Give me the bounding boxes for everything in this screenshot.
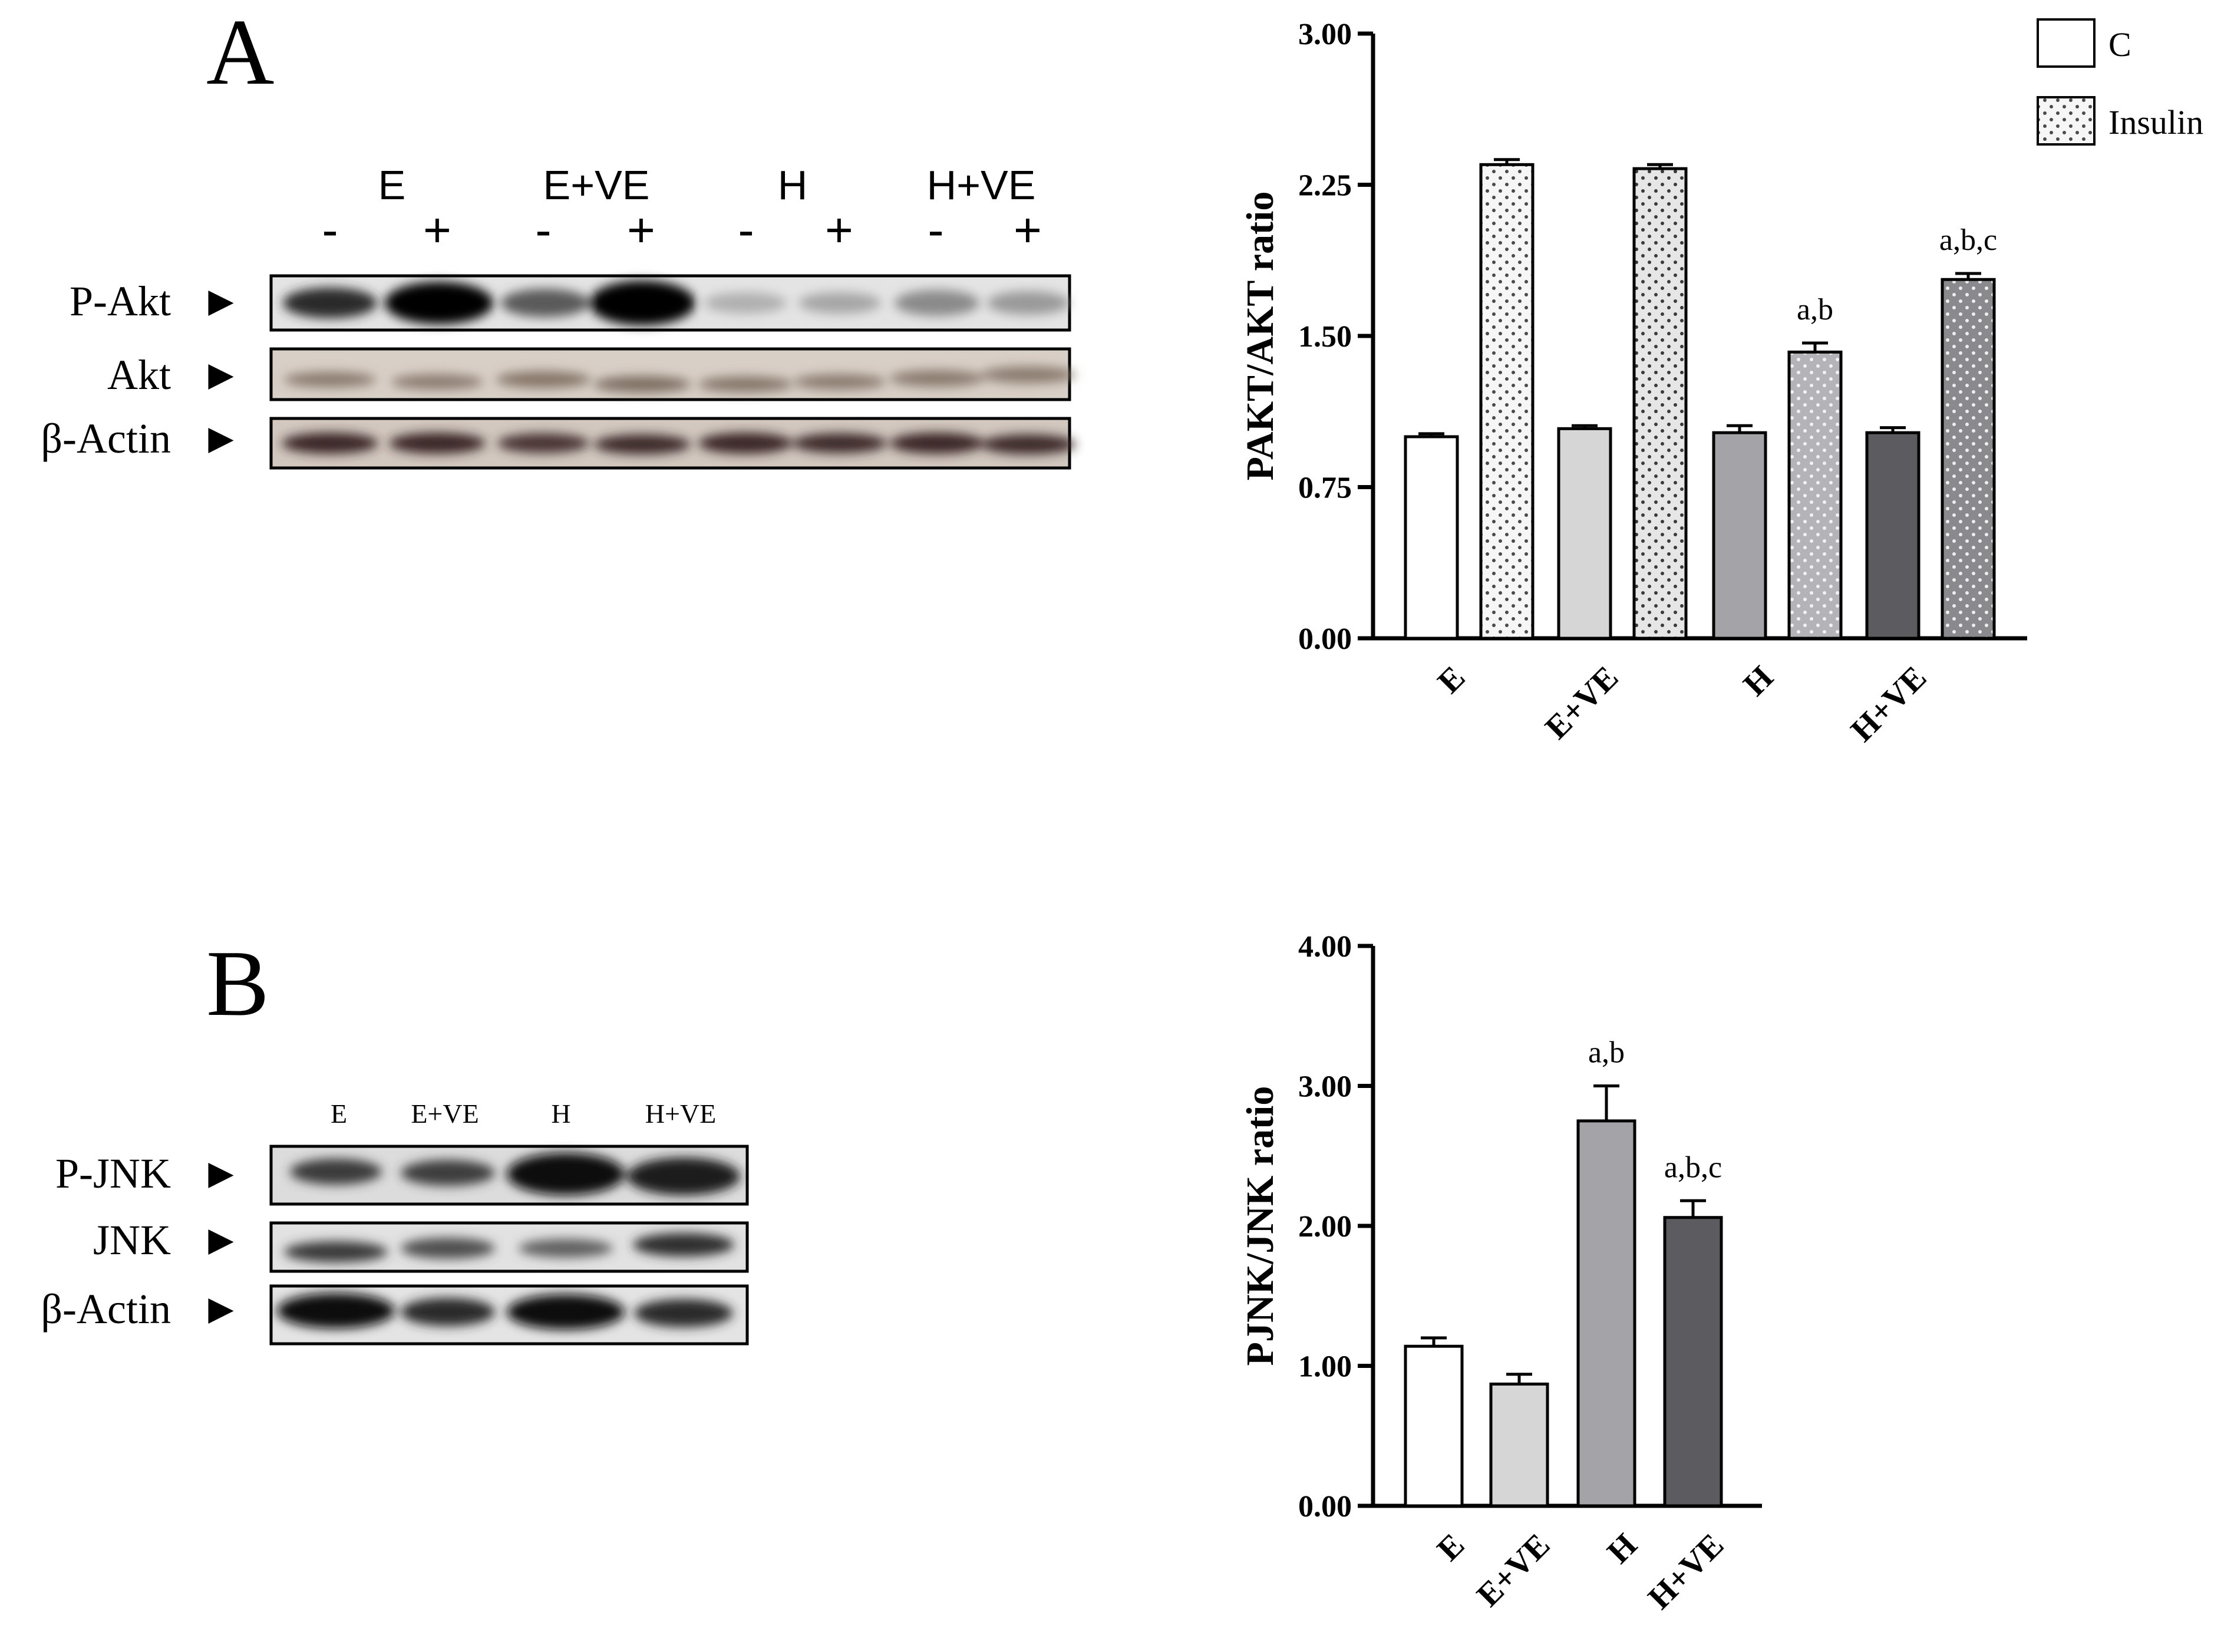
blot-b-p-jnk-strip [269, 1145, 749, 1206]
x-category-label: E [1431, 659, 1472, 700]
blot-a-p-akt-strip [269, 274, 1071, 332]
bar [1404, 1344, 1464, 1508]
blot-row-label-p-akt: P-Akt [70, 278, 171, 325]
bar-control [1404, 435, 1459, 640]
bar-insulin [1941, 278, 1996, 640]
blot-b-headers: E E+VE H H+VE [331, 1099, 716, 1129]
lane-sign: - [535, 203, 551, 257]
y-tick-label: 3.00 [1298, 18, 1352, 51]
legend-swatch-c [2037, 18, 2096, 68]
bar-insulin [1632, 167, 1688, 640]
arrow-icon: ► [200, 415, 242, 462]
bar-insulin [1787, 350, 1843, 640]
arrow-icon: ► [200, 1285, 242, 1333]
legend-label-insulin: Insulin [2108, 103, 2203, 141]
blot-a-signs: - + - + - + - + [322, 203, 1042, 257]
x-category-label: E+VE [1538, 659, 1625, 746]
legend-a: C Insulin [2037, 18, 2203, 146]
x-category-label: H [1737, 659, 1781, 703]
bar-insulin [1479, 163, 1535, 640]
bar [1576, 1119, 1636, 1508]
lane-sign: + [423, 203, 451, 257]
y-tick-label: 0.00 [1298, 1490, 1352, 1524]
blot-a-row-labels: P-Akt ► Akt ► β-Actin ► [41, 278, 242, 462]
blot-row-label-p-jnk: P-JNK [55, 1150, 171, 1197]
panel-b-letter: B [206, 931, 269, 1036]
y-tick-label: 1.00 [1298, 1350, 1352, 1384]
chart-a: 0.00 0.75 1.50 2.25 3.00 PAKT/AKT ratio E E+VE H… [1239, 18, 2027, 749]
blot-a-akt-strip [269, 347, 1075, 401]
arrow-icon: ► [200, 351, 242, 398]
bar [1489, 1382, 1549, 1508]
x-category-label: E+VE [1470, 1526, 1557, 1614]
blot-row-label-b-actin: β-Actin [41, 1285, 171, 1333]
blot-b-group-label: H+VE [645, 1099, 716, 1129]
blot-a-group-label: H+VE [927, 162, 1036, 208]
y-axis-title: PJNK/JNK ratio [1239, 1086, 1282, 1366]
y-tick-label: 1.50 [1298, 320, 1352, 354]
blot-b-jnk-strip [269, 1221, 749, 1273]
blot-a-actin-strip [269, 417, 1075, 470]
x-category-label: H [1601, 1526, 1645, 1571]
lane-sign: + [825, 203, 853, 257]
y-tick-label: 2.00 [1298, 1210, 1352, 1244]
chart-b: 0.00 1.00 2.00 3.00 4.00 PJNK/JNK ratio EE+VE H… [1239, 930, 1762, 1617]
y-axis-title: PAKT/AKT ratio [1239, 192, 1282, 481]
bar-control [1865, 431, 1920, 640]
bar-control [1557, 427, 1612, 640]
arrow-icon: ► [200, 1216, 242, 1264]
blot-row-label-jnk: JNK [93, 1216, 171, 1264]
blot-b-row-labels: P-JNK ► JNK ► β-Actin ► [41, 1150, 242, 1333]
x-category-label: H+VE [1844, 659, 1933, 748]
significance-annotation: a,b,c [1939, 223, 1997, 257]
lane-sign: + [627, 203, 655, 257]
significance-annotation: a,b [1588, 1036, 1625, 1070]
legend-swatch-insulin [2037, 96, 2096, 146]
blot-b-actin-strip [269, 1284, 749, 1346]
blot-row-label-b-actin: β-Actin [41, 415, 171, 462]
arrow-icon: ► [200, 278, 242, 325]
y-tick-label: 2.25 [1298, 169, 1352, 203]
blot-b-group-label: E [331, 1099, 347, 1129]
blot-a-group-label: E+VE [543, 162, 650, 208]
y-tick-label: 3.00 [1298, 1070, 1352, 1104]
bar-control [1712, 431, 1767, 640]
blot-a-headers: E E+VE H H+VE [378, 162, 1036, 208]
lane-sign: - [322, 203, 338, 257]
panel-a-letter: A [206, 0, 275, 104]
arrow-icon: ► [200, 1150, 242, 1197]
significance-annotation: a,b,c [1664, 1150, 1722, 1184]
lane-sign: - [738, 203, 754, 257]
legend-label-c: C [2108, 25, 2131, 64]
y-tick-label: 4.00 [1298, 930, 1352, 964]
y-tick-label: 0.75 [1298, 471, 1352, 505]
blot-b-group-label: H [551, 1099, 570, 1129]
x-category-label: E [1430, 1526, 1471, 1568]
bar [1663, 1216, 1723, 1508]
blot-b-group-label: E+VE [411, 1099, 479, 1129]
x-category-label: H+VE [1641, 1526, 1731, 1616]
blot-a-group-label: E [378, 162, 406, 208]
lane-sign: + [1014, 203, 1042, 257]
significance-annotation: a,b [1797, 293, 1833, 327]
blot-a-group-label: H [778, 162, 808, 208]
blot-row-label-akt: Akt [107, 351, 171, 398]
y-tick-label: 0.00 [1298, 622, 1352, 656]
lane-sign: - [928, 203, 943, 257]
